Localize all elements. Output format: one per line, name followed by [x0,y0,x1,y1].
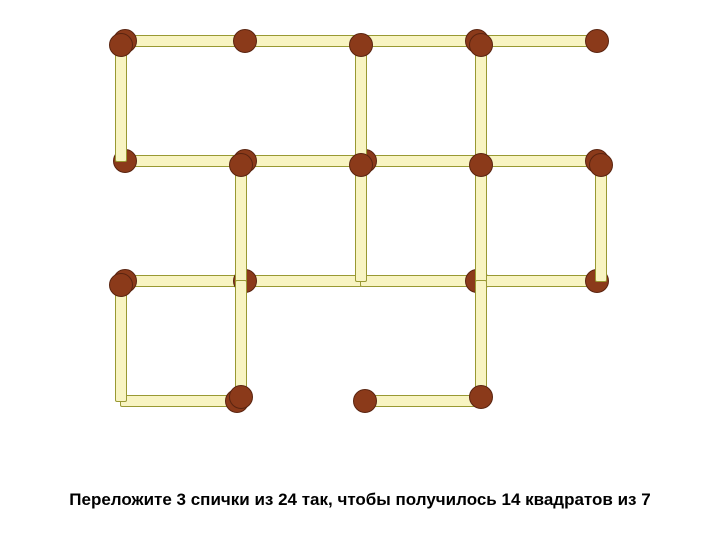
puzzle-caption: Переложите 3 спички из 24 так, чтобы пол… [0,490,720,510]
diagram-stage: Переложите 3 спички из 24 так, чтобы пол… [0,0,720,540]
